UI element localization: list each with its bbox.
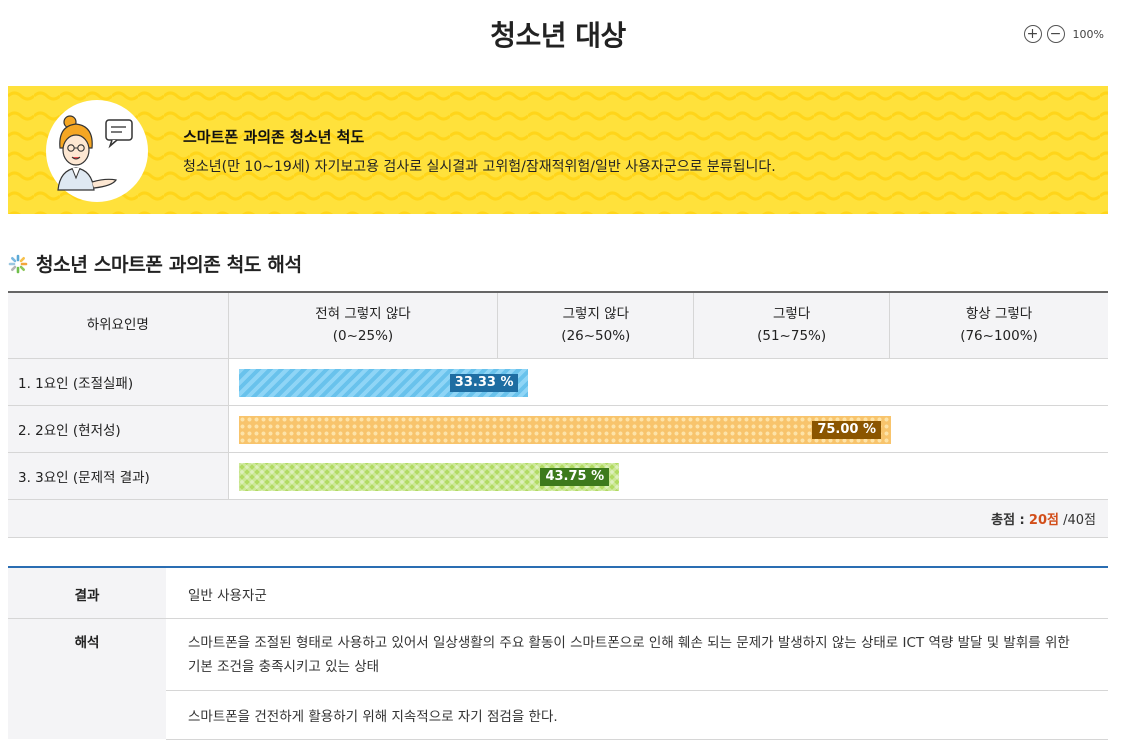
advice-text: 스마트폰을 건전하게 활용하기 위해 지속적으로 자기 점검을 한다. [166, 690, 1108, 740]
total-label: 총점 : [991, 512, 1025, 528]
header-factor: 하위요인명 [8, 292, 228, 359]
factor-name: 2. 2요인 (현저성) [8, 405, 228, 453]
header-col-3: 그렇다 (51~75%) [693, 292, 890, 359]
table-row: 3. 3요인 (문제적 결과) 43.75 % [8, 452, 1109, 500]
interpretation-row: 해석 스마트폰을 조절된 형태로 사용하고 있어서 일상생활의 주요 활동이 스… [8, 618, 1108, 739]
header-col-2: 그렇지 않다 (26~50%) [497, 292, 694, 359]
total-max: /40점 [1063, 512, 1096, 528]
result-table: 결과 일반 사용자군 해석 스마트폰을 조절된 형태로 사용하고 있어서 일상생… [8, 566, 1108, 740]
interpretation-text: 스마트폰을 조절된 형태로 사용하고 있어서 일상생활의 주요 활동이 스마트폰… [166, 618, 1108, 691]
header-col-1: 전혀 그렇지 않다 (0~25%) [227, 292, 498, 359]
sparkle-icon [8, 254, 28, 273]
total-row: 총점 : 20점 /40점 [8, 499, 1108, 538]
zoom-level: 100% [1072, 27, 1104, 41]
result-row: 결과 일반 사용자군 [8, 567, 1108, 619]
advice-row: 스마트폰을 건전하게 활용하기 위해 지속적으로 자기 점검을 한다. [8, 690, 1108, 740]
bar-track: 75.00 % [238, 415, 1109, 444]
wave-pattern [8, 86, 1108, 214]
bar-track: 43.75 % [238, 462, 1109, 491]
result-value: 일반 사용자군 [166, 567, 1108, 619]
bar-value-label: 43.75 % [540, 467, 610, 486]
info-banner: 스마트폰 과의존 청소년 척도 청소년(만 10~19세) 자기보고용 검사로 … [8, 86, 1108, 214]
bar-track: 33.33 % [238, 368, 1109, 397]
banner-description: 청소년(만 10~19세) 자기보고용 검사로 실시결과 고위험/잠재적위험/일… [183, 159, 776, 175]
table-row: 2. 2요인 (현저성) 75.00 % [8, 405, 1109, 453]
interpretation-label: 해석 [8, 618, 166, 739]
zoom-controls: + − 100% [1023, 25, 1104, 43]
counselor-avatar [46, 100, 148, 202]
factor-name: 3. 3요인 (문제적 결과) [8, 452, 228, 500]
section-header: 청소년 스마트폰 과의존 척도 해석 [8, 250, 302, 277]
total-score: 20점 [1028, 512, 1059, 528]
score-table: 하위요인명 전혀 그렇지 않다 (0~25%) 그렇지 않다 (26~50%) 그렇… [8, 291, 1108, 538]
header-col-4: 항상 그렇다 (76~100%) [889, 292, 1108, 359]
bar-value-label: 75.00 % [812, 420, 881, 439]
factor-name: 1. 1요인 (조절실패) [8, 358, 228, 406]
section-title: 청소년 스마트폰 과의존 척도 해석 [36, 254, 302, 276]
plus-circle-icon[interactable]: + [1023, 25, 1042, 43]
factor-bar: 75.00 % [238, 415, 891, 444]
factor-bar: 33.33 % [238, 368, 529, 397]
minus-circle-icon[interactable]: − [1046, 25, 1065, 43]
bar-value-label: 33.33 % [449, 373, 519, 392]
table-row: 1. 1요인 (조절실패) 33.33 % [8, 358, 1109, 406]
banner-title: 스마트폰 과의존 청소년 척도 [183, 128, 365, 146]
page-title: 청소년 대상 [490, 19, 626, 52]
result-label: 결과 [8, 567, 166, 619]
factor-bar: 43.75 % [238, 462, 620, 491]
